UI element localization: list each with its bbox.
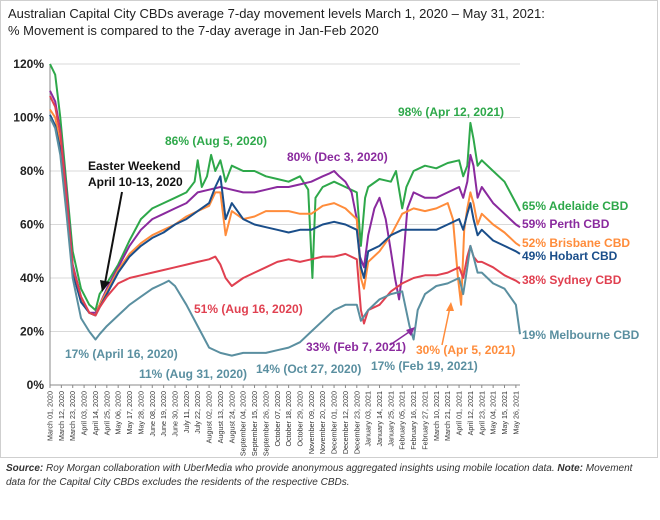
- x-tick-label: August 24, 2020: [227, 391, 236, 443]
- x-tick-label: February 27, 2021: [420, 391, 429, 450]
- chart-title: Australian Capital City CBDs average 7-d…: [8, 6, 545, 21]
- x-tick-label: December 01, 2020: [330, 391, 339, 454]
- annotation-label: 86% (Aug 5, 2020): [165, 134, 267, 148]
- annotation-label: 17% (Feb 19, 2021): [371, 359, 478, 373]
- easter-arrow-line: [104, 191, 123, 284]
- x-tick-label: April 25, 2020: [102, 391, 111, 435]
- x-tick-label: October 07, 2020: [273, 391, 282, 447]
- annotation-label: 11% (Aug 31, 2020): [139, 367, 247, 381]
- series-end-label-perth-cbd: 59% Perth CBD: [522, 217, 610, 231]
- source-note: Source: Roy Morgan collaboration with Ub…: [6, 462, 654, 490]
- brisbane-arrow-head: [446, 302, 454, 311]
- x-tick-label: January 14, 2021: [375, 391, 384, 447]
- x-tick-label: May 06, 2020: [114, 391, 123, 435]
- annotation-label: Easter Weekend: [88, 159, 181, 173]
- x-tick-label: August 13, 2020: [216, 391, 225, 443]
- x-tick-label: March 01, 2020: [46, 391, 55, 441]
- x-tick-label: September 26, 2020: [261, 391, 270, 456]
- x-tick-label: April 01, 2021: [455, 391, 464, 435]
- y-tick-label: 120%: [13, 57, 44, 71]
- x-tick-label: May 04, 2021: [489, 391, 498, 435]
- x-tick-label: July 22, 2020: [193, 391, 202, 434]
- series-end-label-sydney-cbd: 38% Sydney CBD: [522, 273, 622, 287]
- series-end-label-melbourne-cbd: 19% Melbourne CBD: [522, 328, 640, 342]
- annotation-label: 30% (Apr 5, 2021): [416, 343, 515, 357]
- line-chart: 0%20%40%60%80%100%120%March 01, 2020 Marc…: [13, 57, 640, 456]
- series-line-brisbane-cbd: [49, 108, 521, 317]
- y-tick-label: 0%: [27, 378, 45, 392]
- x-tick-label: October 18, 2020: [284, 391, 293, 447]
- x-tick-label: September 04, 2020: [239, 391, 248, 456]
- annotation-label: 14% (Oct 27, 2020): [256, 362, 361, 376]
- series-line-hobart-cbd: [49, 114, 521, 317]
- x-tick-label: April 23, 2021: [477, 391, 486, 435]
- x-tick-label: May 26, 2021: [511, 391, 520, 435]
- x-tick-label: November 20, 2020: [318, 391, 327, 454]
- x-tick-label: January 25, 2021: [386, 391, 395, 447]
- x-tick-label: March 10, 2021: [432, 391, 441, 441]
- x-tick-label: September 15, 2020: [250, 391, 259, 456]
- x-tick-label: May 17, 2020: [125, 391, 134, 435]
- chart-subtitle: % Movement is compared to the 7-day aver…: [8, 23, 379, 38]
- annotation-label: 51% (Aug 16, 2020): [194, 302, 303, 316]
- x-tick-label: January 03, 2021: [364, 391, 373, 447]
- x-tick-label: July 11, 2020: [182, 391, 191, 433]
- x-tick-label: February 05, 2021: [398, 391, 407, 450]
- y-tick-label: 40%: [20, 271, 44, 285]
- x-tick-label: April 12, 2021: [466, 391, 475, 435]
- note-label: Note:: [557, 463, 583, 474]
- series-end-label-hobart-cbd: 49% Hobart CBD: [522, 249, 618, 263]
- x-tick-label: April 14, 2020: [91, 391, 100, 435]
- series-end-label-brisbane-cbd: 52% Brisbane CBD: [522, 236, 630, 250]
- annotation-label: 80% (Dec 3, 2020): [287, 150, 388, 164]
- series-line-perth-cbd: [49, 90, 521, 314]
- x-tick-label: April 03, 2020: [80, 391, 89, 435]
- y-tick-label: 100%: [13, 111, 44, 125]
- x-tick-label: March 12, 2020: [57, 391, 66, 441]
- y-tick-label: 60%: [20, 218, 44, 232]
- x-tick-label: June 19, 2020: [159, 391, 168, 437]
- x-tick-label: November 09, 2020: [307, 391, 316, 454]
- annotation-label: 98% (Apr 12, 2021): [398, 105, 504, 119]
- x-tick-label: March 21, 2021: [443, 391, 452, 441]
- x-tick-label: October 29, 2020: [295, 391, 304, 447]
- y-tick-label: 80%: [20, 164, 44, 178]
- annotation-label: 33% (Feb 7, 2021): [306, 340, 406, 354]
- source-text: Roy Morgan collaboration with UberMedia …: [43, 463, 558, 474]
- x-tick-label: August 02, 2020: [205, 391, 214, 443]
- annotation-label: April 10-13, 2020: [88, 175, 183, 189]
- x-tick-label: February 16, 2021: [409, 391, 418, 450]
- x-tick-label: December 23, 2020: [352, 391, 361, 454]
- x-tick-label: March 23, 2020: [68, 391, 77, 441]
- series-line-melbourne-cbd: [49, 117, 521, 357]
- series-end-label-adelaide-cbd: 65% Adelaide CBD: [522, 199, 629, 213]
- series-line-adelaide-cbd: [49, 63, 521, 312]
- source-label: Source:: [6, 463, 44, 474]
- x-tick-label: June 30, 2020: [170, 391, 179, 437]
- x-tick-label: December 12, 2020: [341, 391, 350, 454]
- y-tick-label: 20%: [20, 325, 44, 339]
- easter-arrow-head: [100, 280, 110, 292]
- note-text: Movement data for the Capital City CBDs …: [6, 463, 633, 488]
- x-tick-label: May 28, 2020: [136, 391, 145, 435]
- perth-arrow-head: [406, 327, 415, 336]
- brisbane-arrow: [441, 306, 451, 346]
- x-tick-label: June 08, 2020: [148, 391, 157, 437]
- series-line-sydney-cbd: [49, 95, 521, 325]
- chart-frame: [0, 0, 658, 458]
- annotation-label: 17% (April 16, 2020): [65, 347, 178, 361]
- x-tick-label: May 15, 2021: [500, 391, 509, 435]
